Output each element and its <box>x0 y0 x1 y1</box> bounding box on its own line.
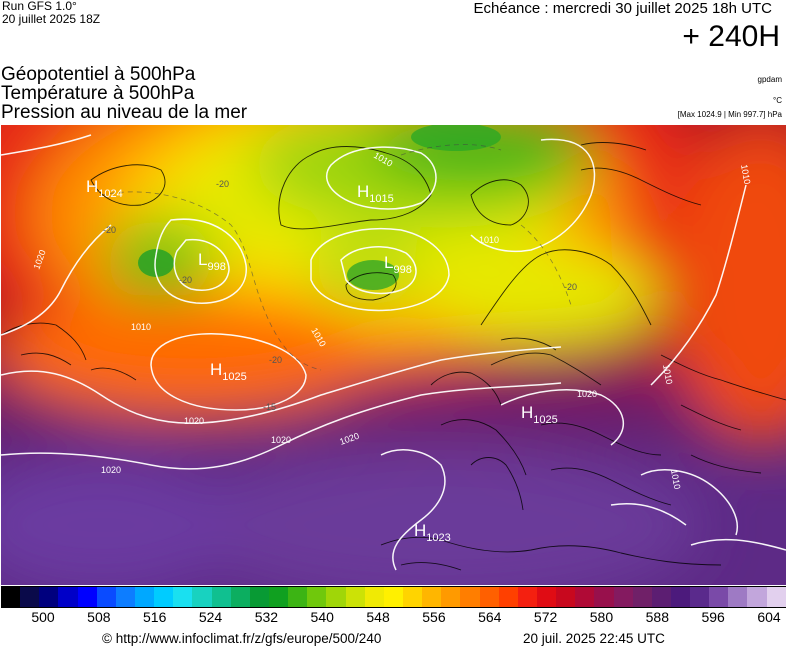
color-scale-swatch <box>651 587 671 607</box>
pressure-center-6: H1025 <box>521 403 558 426</box>
isobar-label: 1010 <box>669 469 682 490</box>
pressure-center-1: H1024 <box>86 177 123 200</box>
color-scale-swatch <box>173 587 193 607</box>
color-scale-swatch <box>632 587 652 607</box>
color-scale-swatch <box>670 587 691 607</box>
temp-label: -20 <box>216 179 229 189</box>
pressure-center-5: H1025 <box>210 360 247 383</box>
isobars <box>1 134 786 571</box>
color-scale-swatch <box>556 587 576 607</box>
temperature-labels: -20 -20 -20 -20 -20 -15 <box>103 179 577 412</box>
color-scale-tick: 604 <box>757 609 781 625</box>
temp-label: -20 <box>564 282 577 292</box>
color-scale <box>1 586 786 608</box>
color-scale-swatch <box>422 587 442 607</box>
pressure-range: [Max 1024.9 | Min 997.7] hPa <box>677 110 782 119</box>
pressure-center-7: H1023 <box>414 521 451 544</box>
color-scale-swatch <box>1 587 21 607</box>
color-scale-swatch <box>536 587 557 607</box>
isobar-label: 1020 <box>577 389 597 399</box>
color-scale-swatch <box>364 587 384 607</box>
color-scale-tick: 540 <box>310 609 334 625</box>
title-geopotential: Géopotentiel à 500hPa <box>1 64 196 85</box>
forecast-valid-time: Echéance : mercredi 30 juillet 2025 18h … <box>473 0 773 17</box>
isobar-label: 1010 <box>661 364 674 385</box>
color-scale-swatch <box>39 587 59 607</box>
generated-time: 20 juil. 2025 22:45 UTC <box>523 631 665 646</box>
isobar-label: 1010 <box>479 235 499 245</box>
isobar-label: 1020 <box>101 465 121 475</box>
color-scale-swatch <box>134 587 155 607</box>
unit-geopotential: gpdam <box>757 75 782 84</box>
color-scale-tick: 516 <box>143 609 167 625</box>
color-scale-tick: 532 <box>254 609 279 625</box>
isobar-label: 1010 <box>131 322 151 332</box>
unit-temperature: °C <box>773 96 782 105</box>
isobar-label: 1020 <box>184 416 204 426</box>
color-scale-tick: 572 <box>533 609 558 625</box>
color-scale-swatch <box>230 587 250 607</box>
color-scale-swatch <box>498 587 518 607</box>
color-scale-swatch <box>517 587 537 607</box>
forecast-lead-time: + 240H <box>682 20 780 53</box>
color-scale-swatch <box>402 587 423 607</box>
temperature-isotherms <box>100 144 572 371</box>
pressure-center-3: H1015 <box>357 182 394 205</box>
color-scale-swatch <box>77 587 97 607</box>
pressure-center-2: L998 <box>198 250 226 273</box>
color-scale-swatch <box>690 587 710 607</box>
color-scale-swatch <box>268 587 289 607</box>
color-scale-swatch <box>20 587 40 607</box>
color-scale-swatch <box>747 587 767 607</box>
color-scale-swatch <box>345 587 365 607</box>
coastlines <box>1 142 786 571</box>
color-scale-swatch <box>288 587 308 607</box>
isobar-label: 1010 <box>739 164 752 185</box>
color-scale-tick: 548 <box>366 609 390 625</box>
color-scale-swatch <box>709 587 729 607</box>
color-scale-swatch <box>575 587 595 607</box>
temp-label: -15 <box>263 402 276 412</box>
pressure-labels: H1024 L998 H1015 L998 H1025 H1025 H1023 <box>86 177 558 544</box>
title-pressure: Pression au niveau de la mer <box>1 102 248 123</box>
title-temperature: Température à 500hPa <box>1 83 195 104</box>
color-scale-swatch <box>307 587 327 607</box>
color-scale-tick: 524 <box>198 609 223 625</box>
color-scale-swatch <box>441 587 461 607</box>
pressure-center-4: L998 <box>384 253 412 276</box>
isobar-labels: 1020 1010 1010 1010 1010 1020 1020 1020 … <box>31 150 752 490</box>
color-scale-swatch <box>383 587 403 607</box>
color-scale-swatch <box>613 587 633 607</box>
color-scale-swatch <box>211 587 231 607</box>
color-scale-swatch <box>766 587 786 607</box>
temp-label: -20 <box>179 275 192 285</box>
source-url: © http://www.infoclimat.fr/z/gfs/europe/… <box>102 631 382 646</box>
color-scale-swatch <box>96 587 116 607</box>
color-scale-tick: 580 <box>589 609 614 625</box>
isobar-label: 1020 <box>271 435 291 445</box>
color-scale-swatch <box>115 587 135 607</box>
color-scale-swatch <box>479 587 499 607</box>
color-scale-tick: 508 <box>87 609 111 625</box>
color-scale-swatch <box>594 587 614 607</box>
color-scale-swatch <box>460 587 480 607</box>
color-scale-tick: 596 <box>701 609 725 625</box>
color-scale-swatch <box>192 587 212 607</box>
color-scale-tick: 556 <box>422 609 446 625</box>
run-label: Run GFS 1.0° <box>2 0 77 13</box>
color-scale-tick: 588 <box>645 609 669 625</box>
color-scale-swatch <box>728 587 748 607</box>
weather-map: H1024 L998 H1015 L998 H1025 H1025 H1023 … <box>1 125 786 585</box>
temp-label: -20 <box>269 355 282 365</box>
color-scale-tick: 564 <box>478 609 502 625</box>
color-scale-swatch <box>249 587 269 607</box>
color-scale-tick: 500 <box>31 609 55 625</box>
run-date: 20 juillet 2025 18Z <box>2 12 101 26</box>
color-scale-swatch <box>154 587 174 607</box>
color-scale-swatch <box>326 587 346 607</box>
color-scale-ticks: 500 508 516 524 532 540 548 556 564 572 580 588 596 6… <box>0 609 786 625</box>
temp-label: -20 <box>103 225 116 235</box>
color-scale-swatch <box>58 587 78 607</box>
